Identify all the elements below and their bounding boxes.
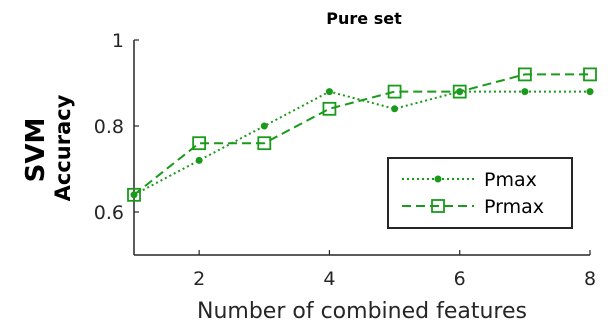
- series-line-pmax: [133, 90, 590, 196]
- legend-marker-pmax: [434, 175, 442, 183]
- legend-label-pmax: Pmax: [484, 169, 537, 191]
- data-point-pmax: [391, 105, 399, 113]
- series-line-prmax: [133, 73, 590, 196]
- data-point-prmax: [517, 67, 532, 82]
- data-point-prmax: [192, 136, 207, 151]
- data-point-pmax: [195, 156, 203, 164]
- data-point-prmax: [387, 84, 402, 99]
- data-point-prmax: [322, 101, 337, 116]
- y-tick-label: 1: [112, 30, 124, 52]
- x-tick-label: 8: [584, 268, 596, 290]
- y-tick-label: 0.8: [94, 116, 124, 138]
- axes: [133, 40, 590, 256]
- chart-title: Pure set: [326, 9, 402, 28]
- data-point-pmax: [586, 88, 594, 96]
- legend-marker-prmax: [431, 199, 445, 213]
- ticks: 2 4 6 8 0.6 0.8 1: [94, 30, 596, 290]
- data-point-pmax: [325, 88, 333, 96]
- x-tick-label: 2: [193, 268, 205, 290]
- legend: Pmax Prmax: [387, 157, 573, 229]
- data-point-pmax: [260, 122, 268, 130]
- data-point-prmax: [127, 187, 141, 202]
- data-point-prmax: [452, 84, 467, 99]
- x-axis-label: Number of combined features: [197, 299, 527, 324]
- legend-label-prmax: Prmax: [484, 196, 544, 218]
- y-axis-label: SVM: [21, 118, 51, 183]
- x-tick-label: 6: [454, 268, 466, 290]
- legend-box: [387, 157, 573, 229]
- data-point-prmax: [583, 67, 597, 82]
- x-tick-label: 4: [323, 268, 335, 290]
- series-layer: [127, 67, 597, 202]
- data-point-pmax: [521, 88, 529, 96]
- y-axis-sublabel: Accuracy: [51, 94, 75, 201]
- y-tick-label: 0.6: [94, 202, 124, 224]
- data-point-prmax: [257, 136, 272, 151]
